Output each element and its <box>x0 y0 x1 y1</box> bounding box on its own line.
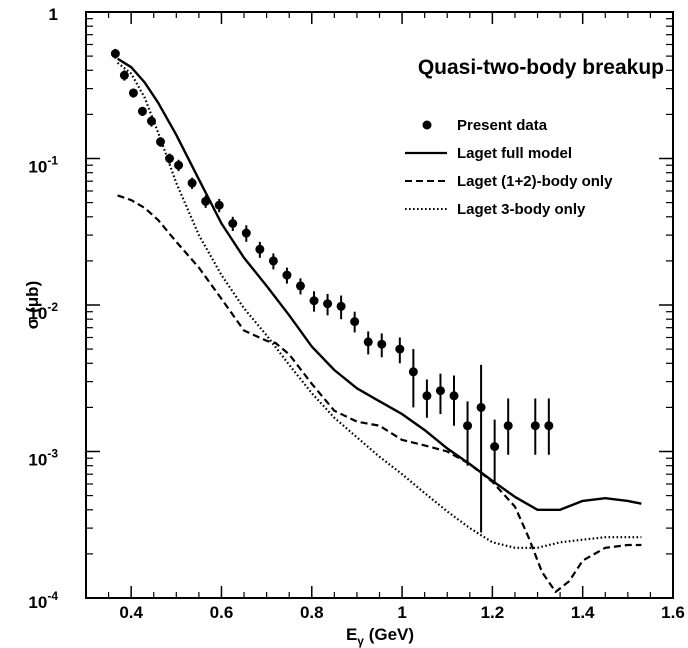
data-point <box>146 116 156 126</box>
data-point <box>422 391 432 401</box>
data-point <box>350 317 360 327</box>
series-line-dotted <box>116 61 642 549</box>
data-points <box>110 48 554 533</box>
data-point <box>268 256 278 266</box>
plot-frame <box>85 11 674 599</box>
legend-marker-data <box>422 120 432 130</box>
data-point <box>408 367 418 377</box>
data-point <box>336 301 346 311</box>
y-tick-label: 10-2 <box>28 300 58 323</box>
data-point <box>110 49 120 59</box>
x-tick-label: 1.4 <box>571 603 595 622</box>
x-tick-label: 0.4 <box>119 603 143 622</box>
x-tick-label: 1.6 <box>661 603 685 622</box>
data-point <box>323 299 333 309</box>
legend-label: Laget 3-body only <box>457 201 586 218</box>
data-point <box>503 421 513 431</box>
data-point <box>228 219 238 229</box>
data-point <box>530 421 540 431</box>
legend: Present data Laget full model Laget (1+2)-… <box>405 117 613 218</box>
series-line-dashed <box>117 194 642 593</box>
data-point <box>309 296 319 306</box>
x-tick-label: 0.8 <box>300 603 324 622</box>
data-point <box>435 386 445 396</box>
data-point <box>128 88 138 98</box>
series-line-solid <box>116 57 642 511</box>
data-point <box>476 402 486 412</box>
data-point <box>241 228 251 238</box>
legend-label: Present data <box>457 117 548 134</box>
y-tick-label: 10-1 <box>28 154 58 177</box>
axis-ticks: 0.4 0.6 0.8 1 1.2 1.4 1.6 1 10-1 10-2 10-3 10-4 <box>28 5 684 622</box>
data-point <box>449 391 459 401</box>
x-axis-title: Eγ (GeV) <box>346 625 414 648</box>
y-tick-label: 10-3 <box>28 447 58 470</box>
data-point <box>201 196 211 206</box>
x-tick-label: 0.6 <box>210 603 234 622</box>
chart-title: Quasi-two-body breakup <box>418 56 664 79</box>
x-tick-label: 1.2 <box>481 603 505 622</box>
legend-label: Laget full model <box>457 145 572 162</box>
data-point <box>214 200 224 210</box>
x-tick-label: 1 <box>397 603 406 622</box>
data-point <box>119 70 129 80</box>
data-point <box>282 270 292 280</box>
data-point <box>174 160 184 170</box>
data-point <box>544 421 554 431</box>
data-point <box>137 106 147 116</box>
data-point <box>295 281 305 291</box>
data-point <box>395 344 405 354</box>
data-point <box>377 339 387 349</box>
data-point <box>463 421 473 431</box>
data-point <box>165 154 175 163</box>
data-point <box>187 178 197 188</box>
data-point <box>490 442 500 452</box>
y-tick-label: 1 <box>49 5 58 24</box>
x-axis-title-subscript: γ <box>357 634 364 648</box>
legend-label: Laget (1+2)-body only <box>457 173 613 190</box>
model-curves <box>116 57 642 593</box>
data-point <box>255 244 265 254</box>
data-point <box>363 337 373 347</box>
data-point <box>156 137 166 147</box>
y-tick-label: 10-4 <box>28 589 58 612</box>
y-axis-title: σ (μb) <box>23 281 42 329</box>
